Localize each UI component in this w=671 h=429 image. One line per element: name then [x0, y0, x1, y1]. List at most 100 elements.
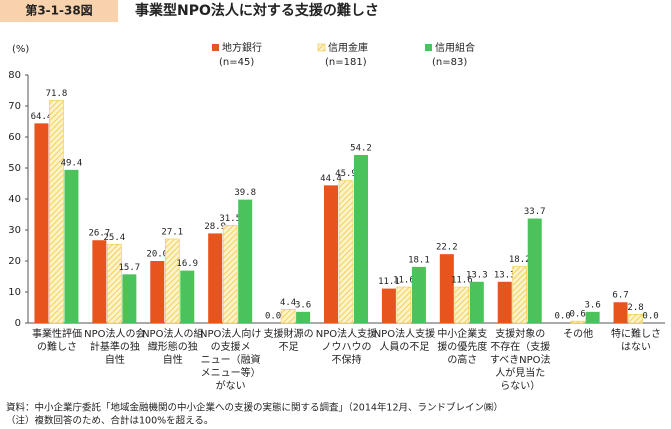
x-tick-label: NPO法人の組: [142, 327, 203, 340]
value-label: 49.4: [61, 158, 83, 168]
bar: [381, 288, 396, 323]
bar: [527, 218, 542, 323]
value-label: 39.8: [234, 188, 256, 198]
value-label: 0.0: [555, 312, 571, 322]
value-label: 22.2: [436, 243, 458, 253]
x-tick-label: NPO法人向け: [200, 327, 261, 340]
bar: [439, 254, 454, 323]
x-tick-label: NPO法人の会: [84, 327, 145, 340]
value-label: 33.7: [524, 207, 546, 217]
x-tick-label: らない）: [500, 380, 540, 392]
bar: [354, 154, 368, 323]
x-tick-label: の難しさ: [37, 340, 77, 353]
bar: [585, 311, 600, 323]
value-label: 15.7: [119, 263, 141, 273]
source-note: 資料：中小企業庁委託「地域金融機関の中小企業への支援の実態に関する調査」（201…: [6, 402, 503, 414]
x-tick-label: 不存在（支援: [490, 340, 550, 353]
bar: [92, 240, 107, 323]
x-tick-label: 特に難しさ: [611, 327, 661, 340]
value-label: 13.3: [494, 270, 516, 280]
bar: [454, 286, 470, 324]
bar: [222, 225, 238, 324]
x-tick-label: の支援メ: [211, 340, 251, 353]
value-label: 54.2: [350, 143, 372, 153]
x-tick-label: 人員の不足: [379, 341, 429, 353]
footnote: （注）複数回答のため、合計は100%を超える。: [6, 415, 213, 427]
value-label: 71.8: [46, 89, 68, 99]
bar: [497, 281, 512, 323]
legend-note: (n=45): [219, 57, 254, 68]
y-tick-label: 40: [8, 194, 21, 205]
y-tick-label: 80: [8, 70, 21, 81]
bar: [122, 274, 137, 323]
value-label: 64.4: [31, 112, 53, 122]
value-label: 13.3: [466, 270, 488, 280]
value-label: 11.6: [451, 276, 473, 286]
legend-note: (n=83): [432, 57, 467, 68]
x-tick-label: はない: [621, 341, 651, 353]
x-tick-label: 自性: [163, 353, 183, 366]
legend-swatch: [212, 44, 219, 51]
value-label: 45.9: [335, 169, 357, 179]
value-label: 18.1: [408, 255, 430, 265]
y-unit: (%): [12, 44, 29, 55]
y-tick-label: 30: [8, 225, 21, 236]
bar: [396, 286, 412, 324]
bar: [164, 238, 180, 324]
value-label: 18.2: [509, 255, 531, 265]
y-tick-label: 20: [8, 256, 21, 267]
value-label: 25.4: [104, 233, 126, 243]
bar: [469, 281, 484, 323]
value-label: 0.0: [265, 312, 281, 322]
legend-swatch: [317, 43, 326, 52]
bar: [324, 185, 338, 323]
value-label: 0.6: [570, 310, 586, 320]
value-label: 11.6: [393, 276, 415, 286]
value-label: 28.9: [204, 222, 226, 232]
bar: [570, 320, 585, 324]
bar: [338, 180, 354, 324]
y-tick-label: 50: [8, 163, 21, 174]
value-label: 2.8: [627, 303, 643, 313]
value-label: 31.5: [219, 214, 241, 224]
value-label: 26.7: [89, 229, 111, 239]
value-label: 20.0: [146, 250, 168, 260]
value-label: 27.1: [161, 227, 183, 237]
legend-label: 信用金庫: [328, 41, 368, 54]
bar: [107, 243, 122, 324]
x-tick-label: 計基準の独: [90, 340, 140, 353]
bar: [150, 261, 165, 323]
bar: [180, 270, 195, 323]
value-label: 4.4: [280, 298, 296, 308]
figure-label: 第3-1-38図: [25, 3, 92, 18]
x-tick-label: 支援財源の: [264, 327, 314, 340]
bar: [411, 266, 426, 323]
legend-label: 地方銀行: [222, 41, 262, 54]
x-tick-label: 不足: [279, 341, 299, 353]
value-label: 16.9: [176, 259, 198, 269]
bar: [628, 314, 643, 324]
y-tick-label: 10: [8, 287, 21, 298]
x-tick-label: ニュー（融資: [201, 354, 261, 366]
y-tick-label: 0: [15, 318, 21, 329]
x-tick-label: 不保持: [332, 353, 362, 366]
bar: [49, 100, 64, 324]
x-tick-label: 人が見当た: [495, 366, 545, 379]
x-tick-label: NPO法人支援: [316, 327, 377, 340]
value-label: 0.0: [642, 312, 658, 322]
bar: [238, 199, 253, 323]
x-tick-label: 事業性評価: [32, 327, 82, 340]
value-label: 44.4: [320, 174, 342, 184]
x-tick-label: がない: [216, 379, 246, 392]
x-tick-label: ノウハウの: [322, 341, 372, 353]
bar: [613, 302, 628, 323]
value-label: 3.6: [585, 300, 601, 310]
x-tick-label: の高さ: [447, 353, 477, 366]
figure-label-box: [0, 0, 118, 22]
x-tick-label: 自性: [105, 353, 125, 366]
value-label: 11.1: [378, 277, 400, 287]
x-tick-label: 織形態の独: [148, 340, 198, 353]
legend-note: (n=181): [325, 57, 367, 68]
legend-label: 信用組合: [435, 41, 475, 54]
